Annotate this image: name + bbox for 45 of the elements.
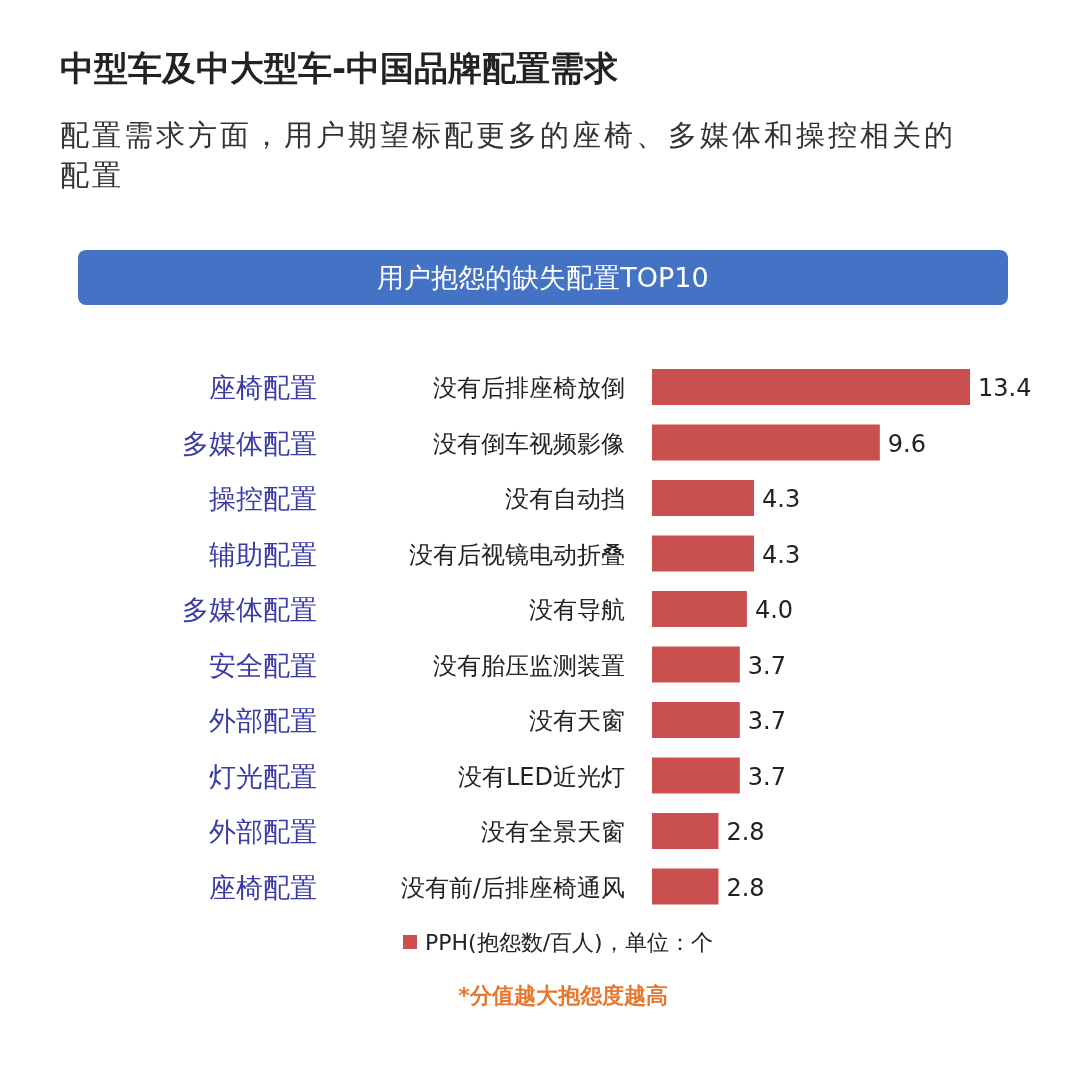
chart-subtitle: 配置需求方面，用户期望标配更多的座椅、多媒体和操控相关的配置 bbox=[60, 118, 956, 192]
text: 中型车及中大型车-中国品牌配置需求 bbox=[60, 48, 619, 88]
text: 外部配置 bbox=[209, 816, 317, 847]
y-tick-label: 没有天窗 bbox=[529, 707, 625, 735]
text: *分值越大抱怨度越高 bbox=[458, 983, 668, 1008]
data-label: 2.8 bbox=[726, 818, 765, 846]
text: 操控配置 bbox=[209, 483, 317, 514]
y-tick-label: 没有倒车视频影像 bbox=[433, 429, 625, 458]
text: 多媒体配置 bbox=[182, 594, 317, 625]
text: 外部配置 bbox=[209, 705, 317, 736]
y-tick-label: 没有后排座椅放倒 bbox=[433, 374, 625, 402]
bar bbox=[652, 369, 970, 405]
bar bbox=[652, 813, 719, 849]
y-tick-label: 没有LED近光灯 bbox=[457, 762, 625, 791]
data-label: 3.7 bbox=[747, 651, 786, 680]
text: 座椅配置 bbox=[209, 372, 317, 403]
y-tick-label: 没有前/后排座椅通风 bbox=[400, 873, 625, 902]
text: 多媒体配置 bbox=[182, 427, 317, 459]
bar bbox=[652, 535, 755, 572]
bar bbox=[652, 480, 755, 516]
y-tick-label: 没有导航 bbox=[529, 596, 625, 624]
data-label: 9.6 bbox=[887, 429, 926, 458]
text: 安全配置 bbox=[209, 649, 317, 681]
y-tick-label: 没有自动挡 bbox=[505, 485, 625, 513]
y-tick-label: 没有胎压监测装置 bbox=[433, 651, 625, 680]
text: 辅助配置 bbox=[209, 538, 317, 570]
bar bbox=[652, 702, 740, 738]
bar bbox=[652, 646, 740, 683]
bar bbox=[652, 868, 719, 905]
data-label: 4.3 bbox=[762, 485, 801, 513]
y-tick-label: 没有后视镜电动折叠 bbox=[409, 540, 625, 569]
data-label: 3.7 bbox=[747, 762, 786, 791]
bar bbox=[652, 591, 747, 627]
text: 用户抱怨的缺失配置TOP10 bbox=[377, 262, 709, 293]
data-label: 13.4 bbox=[978, 374, 1032, 402]
data-label: 4.0 bbox=[754, 596, 794, 624]
bar bbox=[652, 424, 880, 461]
text: 座椅配置 bbox=[209, 871, 317, 903]
text: 灯光配置 bbox=[209, 760, 317, 792]
data-label: 2.8 bbox=[726, 873, 765, 902]
data-label: 3.7 bbox=[747, 707, 786, 735]
data-label: 4.3 bbox=[762, 540, 801, 569]
bar bbox=[652, 757, 740, 794]
legend-label: PPH(抱怨数/百人)，单位：个 bbox=[425, 930, 713, 955]
y-tick-label: 没有全景天窗 bbox=[481, 818, 625, 846]
